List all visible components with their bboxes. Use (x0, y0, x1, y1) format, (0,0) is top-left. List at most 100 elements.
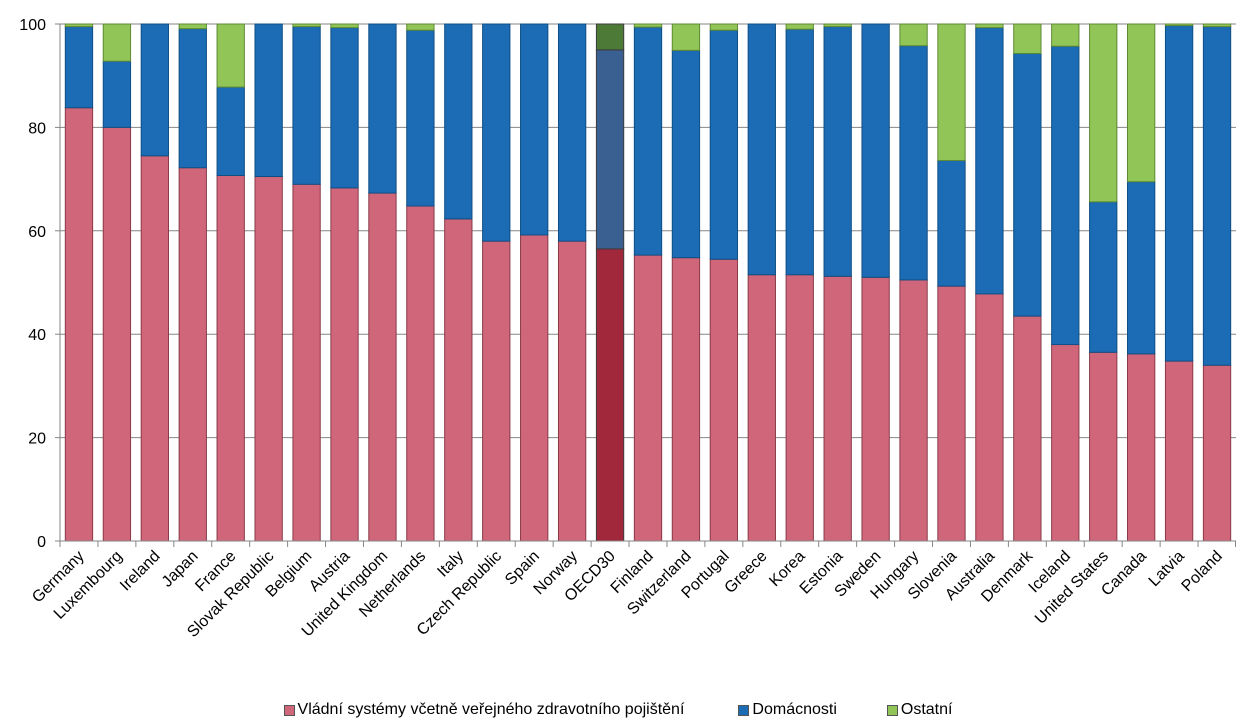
legend-swatch-government (283, 704, 295, 716)
bar-households-28 (1127, 181, 1156, 355)
bar-government-5 (254, 176, 283, 542)
bar-government-9 (406, 205, 435, 542)
bar-households-6 (292, 26, 321, 185)
legend-label-other: Ostatní (900, 701, 953, 718)
bar-government-21 (861, 276, 890, 542)
bar-government-19 (785, 274, 814, 542)
bar-other-22 (899, 23, 928, 47)
bar-other-7 (330, 23, 359, 29)
bar-other-15 (633, 23, 663, 28)
legend-swatch-other (886, 704, 898, 716)
bar-government-16 (671, 257, 701, 542)
x-tick-label: Ireland (117, 548, 164, 595)
bar-households-12 (520, 23, 549, 236)
bar-households-21 (861, 23, 890, 278)
bar-households-3 (178, 28, 207, 169)
y-tick-labels: 0 20 40 60 80 100 (19, 17, 46, 551)
bar-households-14 (595, 49, 625, 250)
x-tick-labels: GermanyLuxembourgIrelandJapanFranceSlova… (29, 547, 1226, 641)
bar-households-5 (254, 23, 283, 178)
bar-government-8 (368, 192, 397, 542)
bar-government-30 (1202, 364, 1232, 542)
legend-swatch-households (738, 704, 750, 716)
bar-other-17 (709, 23, 739, 31)
legend-item-other: Ostatní (886, 701, 953, 719)
bar-government-15 (633, 254, 663, 542)
bar-other-25 (1013, 23, 1042, 54)
bar-government-7 (330, 187, 359, 542)
bar-households-19 (785, 28, 814, 276)
bar-government-27 (1089, 351, 1118, 542)
bar-government-2 (140, 155, 169, 542)
bar-government-14 (595, 248, 625, 542)
bar-marks (64, 23, 1232, 542)
bar-government-12 (520, 234, 549, 542)
bar-other-4 (216, 23, 245, 88)
bar-other-3 (178, 23, 207, 30)
bar-government-18 (747, 274, 776, 542)
bar-other-16 (671, 23, 701, 51)
legend: Vládní systémy včetně veřejného zdravotn… (0, 699, 1236, 721)
bar-households-1 (102, 60, 132, 128)
bar-other-14 (595, 23, 625, 51)
bar-households-7 (330, 27, 359, 189)
bar-other-29 (1164, 23, 1194, 27)
bar-government-10 (444, 218, 473, 542)
bar-government-0 (64, 107, 94, 542)
x-tick-label: Italy (434, 548, 467, 581)
y-tick-label: 20 (28, 431, 46, 448)
bar-other-20 (823, 23, 852, 28)
bar-government-24 (975, 293, 1004, 542)
x-tick-label: Poland (1179, 548, 1226, 595)
legend-label-government: Vládní systémy včetně veřejného zdravotn… (297, 701, 685, 718)
bar-households-16 (671, 49, 701, 259)
bar-other-26 (1051, 23, 1080, 47)
bar-other-30 (1202, 23, 1232, 28)
bar-households-13 (557, 23, 587, 242)
legend-item-government: Vládní systémy včetně veřejného zdravotn… (283, 701, 685, 719)
bar-households-24 (975, 27, 1004, 295)
bar-households-9 (406, 29, 435, 207)
bar-other-6 (292, 23, 321, 28)
y-tick-label: 80 (28, 120, 46, 137)
bar-government-6 (292, 183, 321, 542)
bar-government-17 (709, 258, 739, 542)
bar-other-19 (785, 23, 814, 30)
bar-households-17 (709, 29, 739, 260)
bar-government-26 (1051, 344, 1080, 542)
bar-government-20 (823, 275, 852, 542)
bar-government-1 (102, 126, 132, 542)
bar-government-29 (1164, 360, 1194, 542)
bar-households-11 (482, 23, 511, 242)
bar-households-25 (1013, 52, 1042, 317)
bar-households-8 (368, 23, 397, 194)
bar-households-18 (747, 23, 776, 276)
bar-households-26 (1051, 45, 1080, 346)
bar-households-20 (823, 26, 852, 277)
bar-other-0 (64, 23, 94, 28)
bar-households-30 (1202, 26, 1232, 366)
bar-other-27 (1089, 23, 1118, 203)
y-tick-label: 40 (28, 327, 46, 344)
bar-other-23 (937, 23, 966, 161)
legend-item-households: Domácnosti (738, 701, 837, 719)
bar-households-15 (633, 26, 663, 256)
y-tick-label: 0 (37, 534, 46, 551)
y-tick-label: 60 (28, 224, 46, 241)
bar-households-29 (1164, 25, 1194, 362)
bar-government-23 (937, 285, 966, 542)
x-tick-label: Greece (722, 548, 771, 597)
bar-households-22 (899, 45, 928, 281)
bar-government-13 (557, 240, 587, 542)
axes (55, 23, 1236, 547)
bar-government-11 (482, 240, 511, 542)
bar-households-27 (1089, 201, 1118, 353)
bar-government-22 (899, 279, 928, 542)
y-tick-label: 100 (19, 17, 46, 34)
stacked-bar-chart: 0 20 40 60 80 100 GermanyLuxembourgIrelandJap… (19, 17, 1236, 641)
bar-other-1 (102, 23, 132, 62)
bar-government-28 (1127, 353, 1156, 542)
bar-other-28 (1127, 23, 1156, 183)
bar-other-24 (975, 23, 1004, 29)
bar-households-0 (64, 26, 94, 109)
